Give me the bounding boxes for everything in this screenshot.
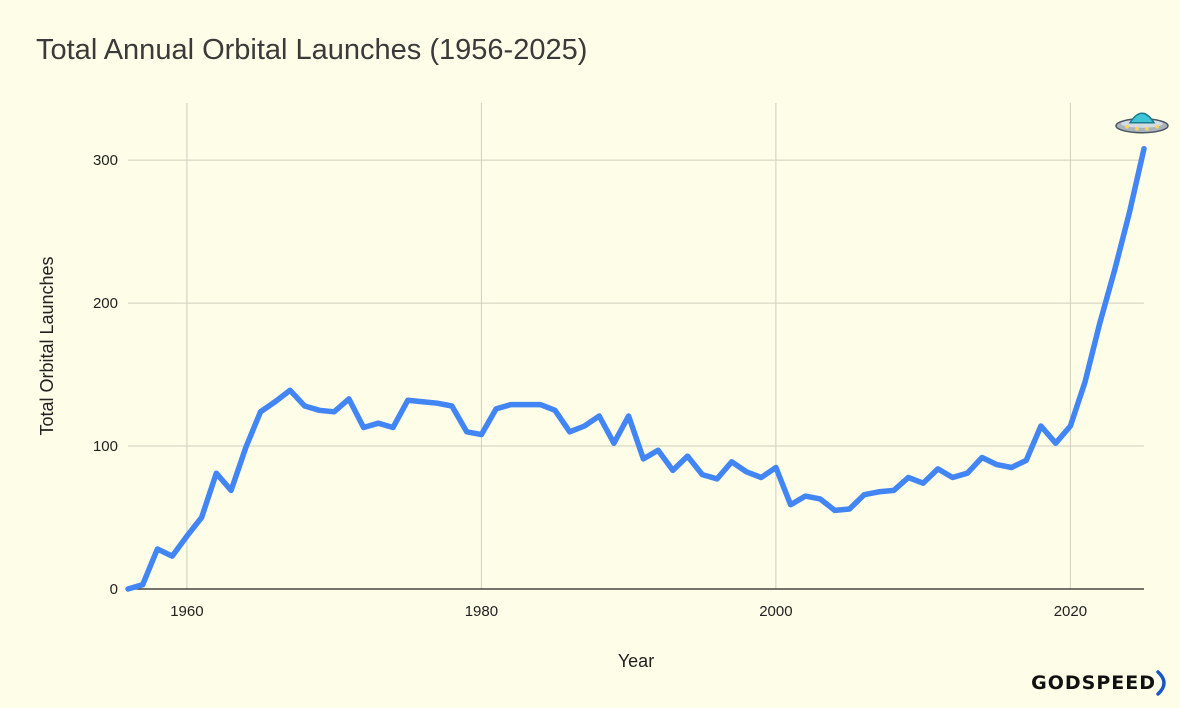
data-point [243, 445, 248, 450]
data-point [405, 398, 410, 403]
data-point [1038, 423, 1044, 429]
godspeed-logo: GODSPEED [1031, 670, 1170, 696]
data-point [479, 432, 484, 437]
data-point [788, 502, 793, 507]
data-point [582, 423, 587, 429]
data-point [567, 429, 572, 434]
data-point [1112, 268, 1117, 273]
x-axis-label: Year [618, 651, 654, 671]
data-point [493, 406, 499, 412]
data-point [641, 456, 646, 462]
data-point [670, 468, 676, 473]
data-point [155, 546, 160, 552]
point-layer [125, 146, 1147, 592]
data-point [125, 586, 131, 592]
data-point [700, 472, 705, 477]
flying-saucer-icon [1115, 112, 1169, 134]
data-point [552, 408, 558, 413]
data-point [876, 489, 882, 494]
data-point [169, 553, 175, 559]
data-point [965, 471, 970, 476]
data-point [390, 425, 396, 430]
data-point [950, 475, 955, 480]
data-point [1127, 210, 1132, 216]
data-point [287, 388, 293, 393]
data-point [891, 488, 896, 493]
y-tick-label: 300 [93, 152, 118, 169]
y-tick-label: 200 [93, 295, 118, 312]
data-point [596, 413, 602, 419]
data-point [140, 582, 145, 587]
logo-text: GODSPEED [1031, 672, 1156, 694]
data-point [979, 455, 985, 460]
series-layer [125, 145, 1147, 592]
data-point [273, 399, 278, 404]
data-point [817, 496, 823, 502]
data-point [346, 396, 352, 402]
data-point [994, 462, 999, 467]
x-tick-label: 2020 [1054, 603, 1087, 620]
data-point [199, 515, 204, 520]
data-point [376, 420, 381, 426]
y-tick-label: 0 [110, 581, 118, 598]
data-point [1141, 146, 1147, 151]
data-point [449, 403, 455, 409]
x-tick-label: 2000 [759, 603, 792, 620]
data-point [773, 465, 779, 470]
data-point [1053, 441, 1058, 446]
data-point [685, 453, 690, 459]
data-point [862, 492, 867, 497]
data-point [729, 459, 734, 464]
data-point [1024, 458, 1029, 463]
data-point [1009, 465, 1014, 470]
data-point [420, 399, 425, 404]
tick-layer: 0 100 200 300 1960 1980 2000 2020 [93, 152, 1087, 620]
data-point [1068, 423, 1073, 429]
data-point [361, 425, 366, 430]
data-point [803, 493, 808, 499]
data-point [758, 475, 764, 480]
x-tick-label: 1960 [170, 603, 203, 620]
data-point [906, 475, 911, 480]
data-point [258, 409, 263, 414]
data-point [184, 533, 190, 539]
chart-title: Total Annual Orbital Launches (1956-2025… [36, 34, 588, 66]
data-point [626, 413, 631, 419]
grid-layer [128, 103, 1144, 589]
data-point [538, 402, 543, 407]
x-tick-label: 1980 [465, 603, 498, 620]
data-point [714, 476, 720, 482]
data-point [302, 403, 307, 409]
logo-arc-icon [1156, 670, 1166, 696]
data-point [832, 508, 837, 513]
data-point [228, 488, 234, 493]
y-tick-label: 100 [93, 438, 118, 455]
data-point [435, 400, 440, 406]
data-point [214, 471, 219, 476]
data-point [744, 469, 749, 474]
data-point [317, 408, 322, 413]
data-point [331, 409, 337, 414]
data-point [935, 466, 941, 472]
data-point [464, 429, 469, 434]
y-axis-label: Total Orbital Launches [37, 256, 57, 435]
data-point [920, 481, 926, 486]
data-point [523, 402, 528, 407]
series-line [125, 145, 1147, 592]
data-point [611, 441, 617, 446]
data-point [655, 448, 661, 453]
data-point [847, 506, 852, 512]
data-point [1082, 379, 1088, 384]
data-point [1097, 320, 1103, 326]
data-point [508, 402, 514, 407]
